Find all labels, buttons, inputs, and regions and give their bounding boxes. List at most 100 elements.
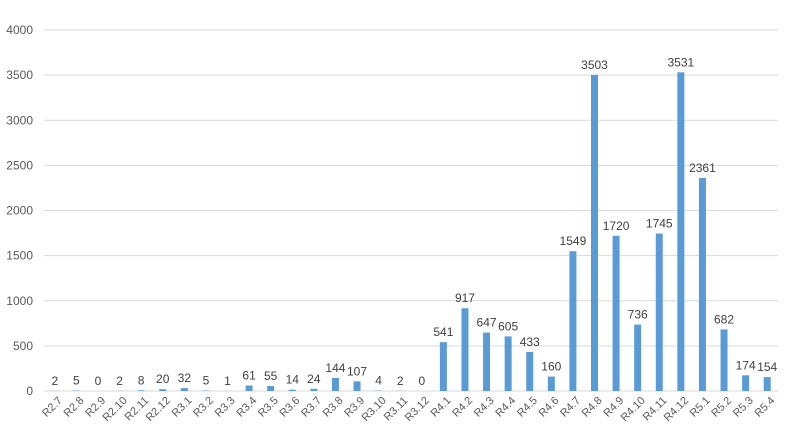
data-label: 2 [51, 374, 58, 388]
x-tick-label: R5.1 [688, 395, 713, 420]
x-tick-label: R4.12 [662, 395, 691, 424]
data-label: 20 [156, 372, 170, 386]
x-axis-ticks: R2.7R2.8R2.9R2.10R2.11R2.12R3.1R3.2R3.3R… [40, 395, 777, 424]
x-tick-label: R2.12 [144, 395, 173, 424]
x-tick-label: R3.4 [234, 395, 259, 420]
data-label: 55 [264, 369, 278, 383]
bar-R3.4 [245, 385, 253, 391]
x-tick-label: R4.6 [537, 395, 562, 420]
x-tick-label: R3.1 [170, 395, 195, 420]
y-tick-label: 3500 [6, 68, 33, 82]
data-label: 8 [138, 373, 145, 387]
data-label: 160 [541, 360, 561, 374]
bars [51, 72, 771, 392]
data-label: 24 [307, 372, 321, 386]
bar-R3.9 [353, 381, 361, 391]
y-axis-ticks: 0 500 1000 1500 2000 2500 3000 3500 4000 [6, 23, 33, 398]
y-tick-label: 1000 [6, 294, 33, 308]
data-label: 433 [520, 335, 540, 349]
bar-R4.2 [461, 308, 469, 391]
data-label: 1745 [646, 217, 673, 231]
data-label: 541 [433, 325, 453, 339]
bar-R4.9 [612, 235, 620, 391]
x-tick-label: R4.10 [619, 395, 648, 424]
data-label: 4 [375, 374, 382, 388]
x-tick-label: R4.8 [580, 395, 605, 420]
data-label: 2361 [689, 161, 716, 175]
gridlines [44, 29, 778, 392]
bar-R3.8 [331, 378, 339, 391]
x-tick-label: R2.8 [62, 395, 87, 420]
x-tick-label: R4.2 [450, 395, 475, 420]
data-label: 1549 [560, 234, 587, 248]
x-tick-label: R3.2 [191, 395, 216, 420]
data-label: 0 [95, 374, 102, 388]
bar-R3.7 [310, 388, 318, 391]
data-label: 2 [116, 374, 123, 388]
bar-R5.2 [720, 329, 728, 391]
x-tick-label: R3.5 [256, 395, 281, 420]
y-tick-label: 2000 [6, 204, 33, 218]
data-label: 14 [286, 373, 300, 387]
y-tick-label: 4000 [6, 23, 33, 37]
x-tick-label: R3.7 [299, 395, 324, 420]
data-label: 3531 [668, 55, 695, 69]
bar-R4.10 [634, 324, 642, 391]
bar-R5.3 [742, 375, 750, 391]
y-tick-label: 1500 [6, 249, 33, 263]
x-tick-label: R3.10 [360, 395, 389, 424]
data-label: 61 [242, 368, 256, 382]
x-tick-label: R5.3 [731, 395, 756, 420]
bar-R4.4 [504, 336, 512, 391]
data-label: 107 [347, 364, 367, 378]
data-label: 605 [498, 319, 518, 333]
data-label: 154 [757, 360, 777, 374]
y-tick-label: 2500 [6, 158, 33, 172]
bar-R3.5 [267, 386, 275, 391]
x-tick-label: R3.12 [403, 395, 432, 424]
bar-R2.12 [159, 389, 167, 391]
x-tick-label: R3.8 [321, 395, 346, 420]
x-tick-label: R4.4 [493, 395, 518, 420]
data-label: 5 [73, 374, 80, 388]
bar-R4.7 [569, 251, 577, 391]
x-tick-label: R3.6 [278, 395, 303, 420]
x-tick-label: R5.2 [709, 395, 734, 420]
bar-R5.4 [763, 377, 771, 391]
data-label: 736 [628, 308, 648, 322]
bar-R4.12 [677, 72, 685, 392]
bar-R4.1 [439, 342, 447, 391]
x-tick-label: R4.7 [558, 395, 583, 420]
bar-R4.8 [591, 74, 598, 391]
x-tick-label: R2.7 [40, 395, 65, 420]
data-label: 174 [736, 358, 756, 372]
data-label: 2 [397, 374, 404, 388]
data-label: 32 [178, 371, 192, 385]
x-tick-label: R5.4 [752, 395, 777, 420]
data-label: 3503 [581, 58, 608, 72]
bar-R2.11 [137, 390, 145, 391]
x-tick-label: R4.3 [472, 395, 497, 420]
data-label: 647 [477, 316, 497, 330]
data-label: 144 [325, 361, 345, 375]
data-label: 1720 [603, 219, 630, 233]
bar-R4.11 [655, 233, 663, 391]
y-tick-label: 500 [13, 339, 33, 353]
bar-R5.1 [698, 177, 706, 391]
bar-R3.1 [180, 388, 188, 391]
y-tick-label: 3000 [6, 113, 33, 127]
x-tick-label: R2.10 [101, 395, 130, 424]
data-label: 1 [224, 374, 231, 388]
bar-R3.6 [288, 389, 296, 391]
bar-R4.3 [483, 332, 491, 391]
data-label: 0 [418, 374, 425, 388]
data-label: 682 [714, 312, 734, 326]
bar-R4.5 [526, 351, 534, 391]
x-tick-label: R4.5 [515, 395, 540, 420]
y-tick-label: 0 [26, 384, 33, 398]
x-tick-label: R3.3 [213, 395, 238, 420]
x-tick-label: R4.1 [429, 395, 454, 420]
